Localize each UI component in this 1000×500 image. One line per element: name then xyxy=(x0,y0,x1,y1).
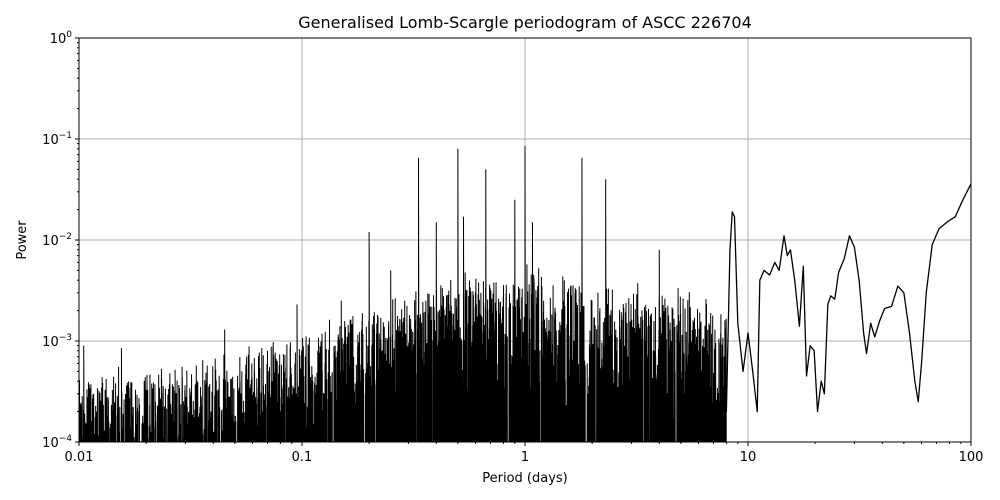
periodogram-series xyxy=(79,146,971,442)
x-axis-label: Period (days) xyxy=(482,471,568,486)
y-tick-label: 100 xyxy=(50,30,73,47)
noise-forest-line xyxy=(79,146,727,442)
x-tick-label: 0.01 xyxy=(65,450,94,465)
y-tick-label: 10−3 xyxy=(42,333,72,350)
y-tick-label: 10−2 xyxy=(42,232,72,249)
y-axis: 10−4 10−3 10−2 10−1 100 xyxy=(42,30,79,451)
plot-area xyxy=(79,146,971,442)
y-tick-label: 10−4 xyxy=(42,434,72,451)
y-tick-label: 10−1 xyxy=(42,131,72,148)
x-tick-label: 100 xyxy=(959,450,984,465)
long-period-line xyxy=(725,183,971,413)
x-tick-label: 0.1 xyxy=(292,450,313,465)
x-tick-label: 1 xyxy=(521,450,529,465)
chart-title: Generalised Lomb-Scargle periodogram of … xyxy=(298,13,752,32)
x-tick-label: 10 xyxy=(740,450,757,465)
y-axis-label: Power xyxy=(15,220,30,260)
x-axis: 0.01 0.1 1 10 100 xyxy=(65,442,984,465)
